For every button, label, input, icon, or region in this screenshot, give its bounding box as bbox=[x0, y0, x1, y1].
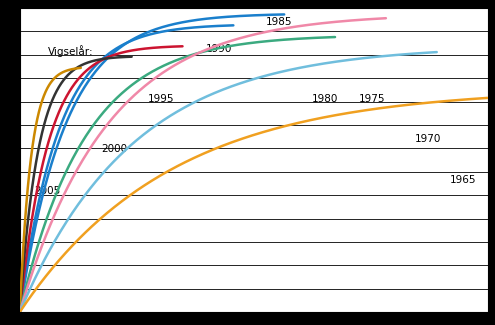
Text: Vigselår:: Vigselår: bbox=[48, 45, 94, 57]
Text: 1975: 1975 bbox=[359, 94, 386, 104]
Text: 1970: 1970 bbox=[415, 134, 442, 144]
Text: 1965: 1965 bbox=[450, 175, 477, 185]
Text: 1990: 1990 bbox=[206, 44, 232, 54]
Text: 1985: 1985 bbox=[265, 17, 292, 27]
Text: 1980: 1980 bbox=[312, 94, 339, 104]
Text: 1995: 1995 bbox=[148, 94, 174, 104]
Text: 2005: 2005 bbox=[34, 186, 60, 196]
Text: 2000: 2000 bbox=[101, 144, 128, 154]
